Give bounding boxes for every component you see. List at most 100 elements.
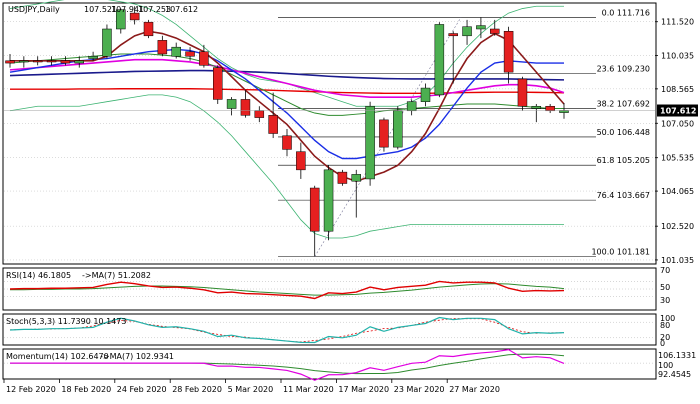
date-label: 28 Feb 2020 xyxy=(172,385,222,394)
rsi-level-30: 30 xyxy=(660,296,670,305)
date-label: 5 Mar 2020 xyxy=(228,385,274,394)
candle-body xyxy=(199,51,209,66)
fib-label: 50.0 106.448 xyxy=(597,128,650,137)
fib-label: 23.6 109.230 xyxy=(597,65,650,74)
candle-body xyxy=(185,51,195,57)
date-label: 24 Feb 2020 xyxy=(117,385,167,394)
momentum-ma-label: ->MA(7) 102.9341 xyxy=(100,352,174,361)
candle-body xyxy=(226,99,237,109)
candle-body xyxy=(490,28,500,34)
candle-body xyxy=(254,110,265,118)
momentum-level-low: 92.4545 xyxy=(658,370,691,379)
price-label: 110.035 xyxy=(661,51,694,60)
candle-body xyxy=(323,169,334,232)
ma-red-line xyxy=(10,88,565,94)
rsi-line xyxy=(9,280,565,300)
momentum-title: Momentum(14) 102.6470 xyxy=(6,352,109,361)
candle-body xyxy=(503,31,514,73)
candle-body xyxy=(351,174,361,182)
fib-label: 38.2 107.692 xyxy=(597,100,650,109)
rsi-ma-label: ->MA(7) 51.2082 xyxy=(82,271,151,280)
ma-fast-line xyxy=(10,30,565,183)
candle-body xyxy=(171,46,181,57)
price-label: 108.565 xyxy=(661,85,694,94)
candle-body xyxy=(88,56,98,59)
candle-body xyxy=(240,99,251,116)
momentum-line xyxy=(10,348,565,381)
candle-body xyxy=(46,60,57,63)
rsi-title: RSI(14) 46.1805 xyxy=(6,271,71,280)
date-label: 11 Mar 2020 xyxy=(283,385,334,394)
stoch-title: Stoch(5,3,3) 11.7390 10.1473 xyxy=(6,317,126,326)
date-label: 23 Mar 2020 xyxy=(394,385,445,394)
candle-body xyxy=(309,187,320,232)
symbol-label: USDJPY,Daily xyxy=(8,5,60,14)
candle-body xyxy=(143,21,154,37)
stoch-level-20: 20 xyxy=(660,333,670,342)
candle-body xyxy=(559,110,569,113)
ohlc-high: 107.941 xyxy=(111,5,144,14)
fib-label: 0.0 111.716 xyxy=(602,8,650,17)
stoch-level-100: 100 xyxy=(660,314,675,323)
price-label: 107.050 xyxy=(661,119,694,128)
candle-body xyxy=(282,135,292,150)
candle-body xyxy=(365,105,375,180)
ma-navy-line xyxy=(9,69,565,81)
fib-label: 100.0 101.181 xyxy=(591,248,650,257)
date-label: 17 Mar 2020 xyxy=(338,385,389,394)
candle-body xyxy=(462,26,472,37)
price-label: 111.520 xyxy=(661,18,694,27)
candle-body xyxy=(296,151,306,171)
current-price-label: 107.612 xyxy=(660,107,696,116)
candle-body xyxy=(5,60,15,64)
candle-body xyxy=(531,105,542,109)
candle-body xyxy=(545,105,555,112)
candle-body xyxy=(476,25,486,30)
candle-body xyxy=(337,171,348,184)
candle-body xyxy=(420,87,431,102)
candle-body xyxy=(517,78,528,107)
rsi-level-50: 50 xyxy=(660,283,670,292)
candle-body xyxy=(448,33,458,37)
rsi-level-70: 70 xyxy=(660,266,670,275)
ohlc-low: 107.253 xyxy=(138,5,171,14)
candle-body xyxy=(213,67,223,100)
candle-body xyxy=(19,60,29,63)
candle-body xyxy=(129,12,140,21)
current-price-tag xyxy=(657,104,698,117)
candle-body xyxy=(157,40,168,55)
ma-magenta-line xyxy=(9,58,565,98)
date-label: 12 Feb 2020 xyxy=(6,385,56,394)
ma-blue-line xyxy=(9,48,564,160)
candle-body xyxy=(32,60,43,63)
date-label: 18 Feb 2020 xyxy=(61,385,111,394)
candle-body xyxy=(102,28,112,57)
fib-label: 61.8 105.205 xyxy=(597,156,650,165)
candle-body xyxy=(434,24,445,96)
price-label: 101.035 xyxy=(661,256,694,265)
stoch-level-80: 80 xyxy=(660,321,670,330)
rsi-ma-line xyxy=(10,283,565,296)
bollinger-lower-line xyxy=(9,94,564,239)
date-label: 27 Mar 2020 xyxy=(449,385,500,394)
momentum-level-100: 100 xyxy=(658,361,673,370)
fib-label: 76.4 103.667 xyxy=(597,191,650,200)
price-label: 102.520 xyxy=(661,222,694,231)
price-label: 104.065 xyxy=(661,187,694,196)
candle-body xyxy=(379,119,389,148)
candle-body xyxy=(406,101,417,112)
momentum-level-high: 106.1331 xyxy=(658,351,696,360)
ohlc-open: 107.521 xyxy=(84,5,117,14)
stoch-k-line xyxy=(9,316,565,344)
candle-body xyxy=(393,110,403,148)
candle-body xyxy=(268,115,278,134)
stoch-level-0: 0 xyxy=(660,339,665,348)
stoch-panel[interactable] xyxy=(2,313,657,346)
candle-body xyxy=(116,9,126,30)
price-label: 105.535 xyxy=(661,154,694,163)
ohlc-close: 107.612 xyxy=(165,5,198,14)
candle-body xyxy=(60,60,71,64)
candle-body xyxy=(74,60,84,64)
